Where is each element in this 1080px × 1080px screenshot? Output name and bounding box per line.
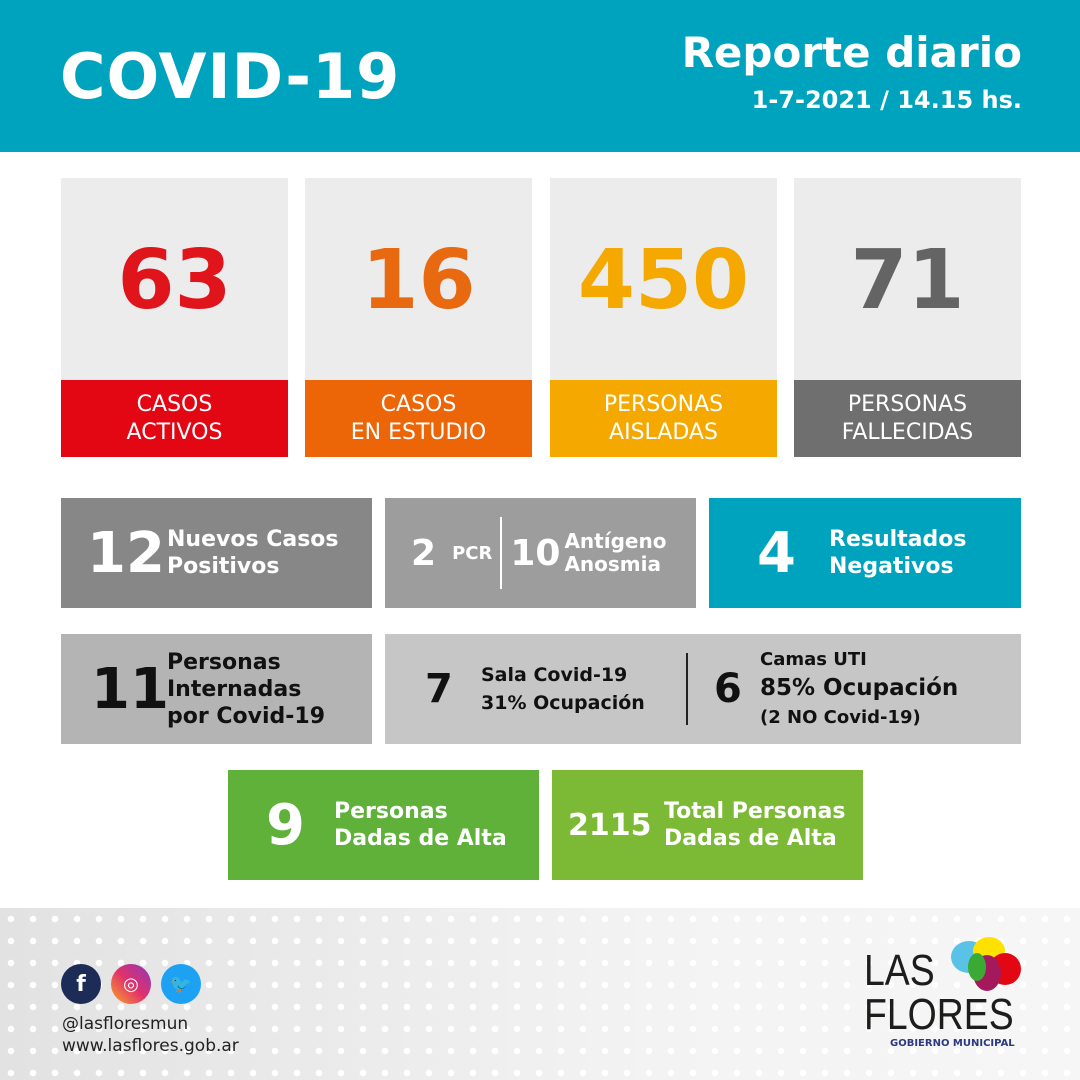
total-alta-box: 2115 Total Personas Dadas de Alta [552,770,863,880]
label-line: FALLECIDAS [841,419,974,445]
nuevos-casos-box: 12 Nuevos Casos Positivos [61,498,372,608]
label-line: PERSONAS [847,391,968,417]
card-label: CASOS EN ESTUDIO [305,380,532,457]
card-value: 63 [117,233,232,328]
uti-value: 6 [714,666,742,712]
ocupacion-box: 7 Sala Covid-19 31% Ocupación 6 Camas UTI… [385,634,1021,744]
sala-value: 7 [425,666,453,712]
label-line: PERSONAS [603,391,724,417]
antigeno-value: 10 [510,532,561,574]
logo-line-las: LAS [864,946,935,995]
report-subtitle: Reporte diario [681,28,1022,77]
card-label: PERSONAS AISLADAS [550,380,777,457]
label-line: Negativos [829,554,954,579]
label-line: Personas [334,799,448,824]
label-line: 85% Ocupación [760,675,959,701]
website-link[interactable]: www.lasflores.gob.ar [62,1036,239,1056]
tests-box: 2 PCR 10 Antígeno Anosmia [385,498,696,608]
label-line: Positivos [167,554,280,579]
card-value: 71 [850,233,965,328]
alta-value: 9 [266,792,305,858]
label-line: Anosmia [564,552,661,576]
card-label: CASOS ACTIVOS [61,380,288,457]
nuevos-label: Nuevos Casos Positivos [167,526,339,580]
card-casos-en-estudio: 16 CASOS EN ESTUDIO [305,178,532,457]
label-line: AISLADAS [609,419,718,445]
divider [500,517,503,589]
instagram-icon[interactable]: ◎ [111,964,151,1004]
label-line: EN ESTUDIO [350,419,487,445]
internados-value: 11 [91,656,169,722]
nuevos-value: 12 [87,520,165,586]
sala-label: Sala Covid-19 31% Ocupación [481,661,686,717]
total-alta-label: Total Personas Dadas de Alta [664,798,845,852]
divider [686,653,688,725]
total-alta-value: 2115 [568,807,652,843]
label-line: (2 NO Covid-19) [760,707,921,728]
facebook-icon[interactable]: f [61,964,101,1004]
label-line: Dadas de Alta [334,826,507,851]
label-line: 31% Ocupación [481,692,645,714]
logo-line-flores: FLORES [864,990,1014,1039]
logo-subtitle: GOBIERNO MUNICIPAL [890,1038,1015,1049]
twitter-icon[interactable]: 🐦 [161,964,201,1004]
label-line: Nuevos Casos [167,527,339,552]
label-line: Personas [167,649,281,675]
label-line: Internadas [167,676,302,702]
internados-box: 11 Personas Internadas por Covid-19 [61,634,372,744]
card-personas-fallecidas: 71 PERSONAS FALLECIDAS [794,178,1021,457]
label-line: Sala Covid-19 [481,664,628,686]
page-title: COVID-19 [60,40,401,113]
alta-box: 9 Personas Dadas de Alta [228,770,539,880]
negativos-box: 4 Resultados Negativos [709,498,1021,608]
label-line: Total Personas [664,799,846,824]
las-flores-logo: LAS FLORES GOBIERNO MUNICIPAL [862,935,1027,1055]
card-value: 450 [577,233,750,328]
card-casos-activos: 63 CASOS ACTIVOS [61,178,288,457]
flower-icon [951,937,1021,991]
label-line: Dadas de Alta [664,826,837,851]
report-date: 1-7-2021 / 14.15 hs. [751,86,1022,114]
card-label: PERSONAS FALLECIDAS [794,380,1021,457]
label-line: por Covid-19 [167,703,326,729]
alta-label: Personas Dadas de Alta [334,798,507,852]
header-banner [0,0,1080,152]
internados-label: Personas Internadas por Covid-19 [167,649,325,730]
uti-label: Camas UTI 85% Ocupación (2 NO Covid-19) [760,646,958,732]
social-handle[interactable]: @lasfloresmun [62,1014,189,1034]
negativos-label: Resultados Negativos [829,526,966,580]
label-line: CASOS [380,391,457,417]
negativos-value: 4 [757,520,796,586]
pcr-value: 2 [411,532,437,574]
card-personas-aisladas: 450 PERSONAS AISLADAS [550,178,777,457]
label-line: CASOS [136,391,213,417]
label-line: ACTIVOS [126,419,223,445]
pcr-label: PCR [452,542,493,564]
label-line: Resultados [829,527,967,552]
card-value: 16 [361,233,476,328]
label-line: Camas UTI [760,649,867,670]
antigeno-label: Antígeno Anosmia [564,530,666,576]
label-line: Antígeno [564,529,667,553]
